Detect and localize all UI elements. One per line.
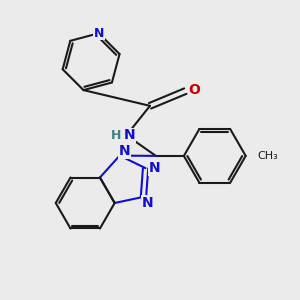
Text: N: N bbox=[94, 27, 104, 40]
Text: CH₃: CH₃ bbox=[257, 151, 278, 161]
Text: N: N bbox=[118, 144, 130, 158]
Text: N: N bbox=[148, 161, 160, 175]
Text: N: N bbox=[124, 128, 135, 142]
Text: N: N bbox=[142, 196, 154, 210]
Text: O: O bbox=[188, 82, 200, 97]
Text: H: H bbox=[111, 129, 121, 142]
